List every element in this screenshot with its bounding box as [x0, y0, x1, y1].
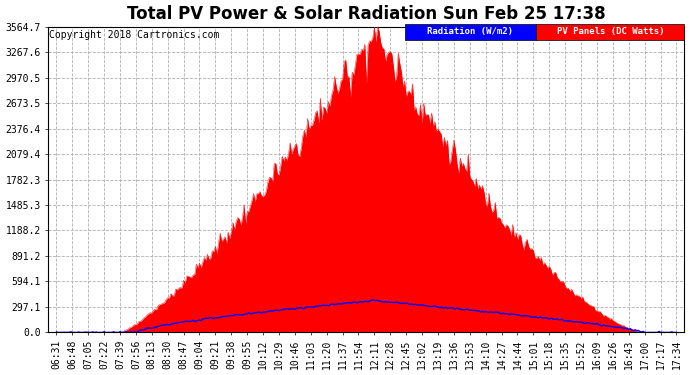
Title: Total PV Power & Solar Radiation Sun Feb 25 17:38: Total PV Power & Solar Radiation Sun Feb…: [127, 5, 606, 23]
Text: Copyright 2018 Cartronics.com: Copyright 2018 Cartronics.com: [49, 30, 219, 40]
